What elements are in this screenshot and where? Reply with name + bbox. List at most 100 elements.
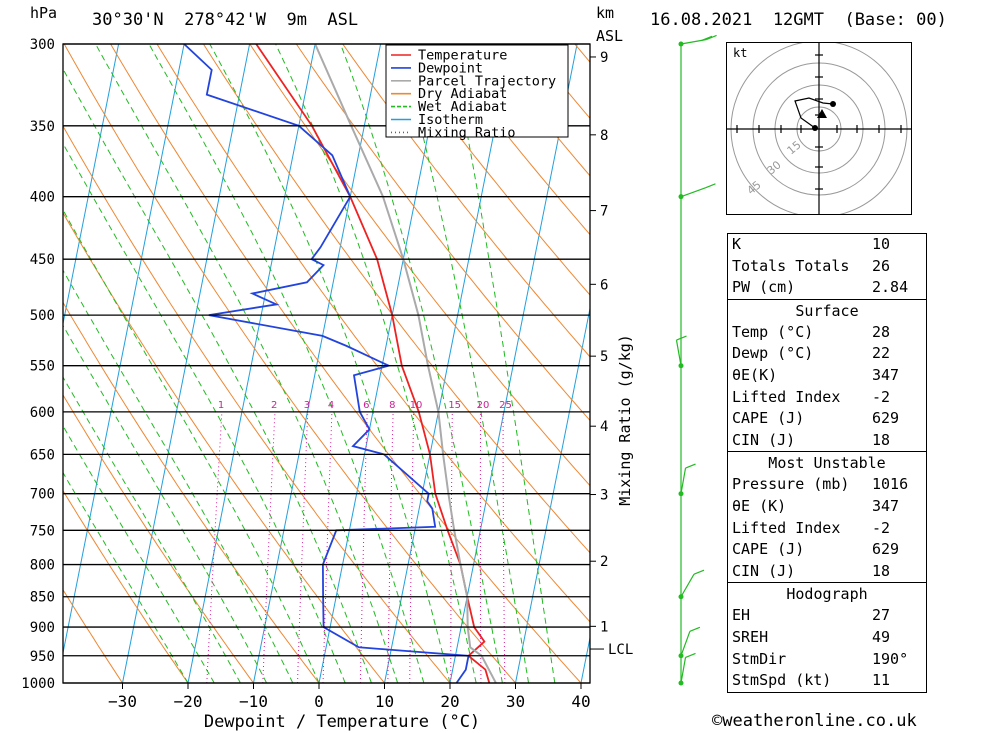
mu-row-cin: CIN (J) 18 — [732, 561, 891, 580]
isotherm-line — [253, 44, 382, 683]
pressure-tick-label: 750 — [30, 523, 55, 539]
mixing-ratio-line — [297, 411, 309, 683]
hodo-ring-label-30: 30 — [765, 158, 784, 177]
km-tick-label: 9 — [600, 50, 608, 66]
x-tick-label: 0 — [314, 692, 324, 711]
pressure-tick-label: 550 — [30, 359, 55, 375]
wind-barb-flag — [689, 626, 701, 632]
pressure-tick-label: 950 — [30, 649, 55, 665]
surface-section-title: Surface — [728, 298, 926, 322]
hodo-row-sreh: SREH 49 — [732, 627, 891, 646]
mixing-ratio-line — [387, 411, 394, 683]
legend-entry: Isotherm — [418, 112, 483, 128]
x-tick-label: −30 — [108, 692, 137, 711]
km-tick-label: 4 — [600, 419, 608, 435]
pressure-tick-label: 800 — [30, 558, 55, 574]
x-tick-label: 40 — [571, 692, 590, 711]
footer-credit: ©weatheronline.co.uk — [712, 711, 917, 731]
mixing-ratio-label: 4 — [328, 400, 334, 411]
wind-barb-shaft — [680, 573, 695, 598]
wind-barb-flag — [706, 34, 717, 41]
isotherm-line — [187, 44, 316, 683]
pressure-tick-label: 900 — [30, 620, 55, 636]
hodo-unit-label: kt — [733, 46, 747, 60]
hodo-row-stmdir: StmDir 190° — [732, 649, 909, 668]
pressure-tick-label: 700 — [30, 487, 55, 503]
isotherm-line — [515, 305, 590, 683]
mixing-ratio-line — [262, 411, 276, 683]
surface-row-temp: Temp (°C) 28 — [732, 322, 891, 341]
surface-row-li: Lifted Index -2 — [732, 387, 891, 406]
index-row-k: K 10 — [732, 235, 891, 253]
pressure-tick-label: 600 — [30, 405, 55, 421]
surface-row-thetae: θE(K) 347 — [732, 365, 900, 384]
mixing-ratio-line — [450, 411, 453, 683]
km-tick-label: 8 — [600, 128, 608, 144]
index-row-pw: PW (cm) 2.84 — [732, 278, 909, 297]
pressure-tick-label: 650 — [30, 447, 55, 463]
hodo-storm-motion-marker — [817, 109, 827, 118]
legend-entry: Mixing Ratio — [418, 125, 516, 141]
mixing-ratio-line — [479, 411, 482, 683]
wet-adiabat-line — [95, 44, 399, 683]
surface-row-dewp: Dewp (°C) 22 — [732, 344, 891, 363]
mixing-ratio-label: 20 — [477, 400, 490, 411]
hodo-section-title: Hodograph — [728, 582, 926, 605]
hodograph-plot: kt 15 30 45 — [727, 40, 911, 218]
km-tick-label: 3 — [600, 488, 608, 504]
isotherm-line — [63, 44, 185, 656]
mixing-ratio-line — [322, 411, 333, 683]
mixing-ratio-label: 25 — [499, 400, 512, 411]
surface-row-cape: CAPE (J) 629 — [732, 409, 900, 428]
km-tick-label: 5 — [600, 349, 608, 365]
pressure-tick-label: 350 — [30, 119, 55, 135]
dry-adiabat-line — [63, 588, 123, 683]
hodo-trace — [794, 97, 834, 129]
mixing-ratio-label: 2 — [271, 400, 277, 411]
wind-barb-shaft — [680, 631, 691, 656]
wind-barb-flag — [701, 35, 713, 41]
dry-adiabat-line — [342, 44, 590, 358]
hodo-row-stmspd: StmSpd (kt) 11 — [732, 671, 891, 690]
wet-adiabat-line — [63, 269, 294, 683]
legend-entry: Parcel Trajectory — [418, 73, 556, 89]
isotherm-line — [122, 44, 251, 683]
asl-label: ASL — [596, 27, 624, 45]
wind-barb-flag — [676, 335, 687, 341]
wet-adiabat-line — [63, 208, 320, 683]
mixing-ratio-axis-label: Mixing Ratio (g/kg) — [616, 334, 634, 506]
wet-adiabat-line — [63, 142, 346, 683]
hodo-end-dot — [830, 101, 836, 107]
mixing-ratio-label: 15 — [448, 400, 461, 411]
mu-row-cape: CAPE (J) 629 — [732, 540, 900, 559]
mixing-ratio-line — [206, 411, 223, 683]
dry-adiabat-line — [388, 44, 590, 296]
dry-adiabat-line — [435, 44, 590, 236]
hodo-start-dot — [812, 125, 818, 131]
series-dewpoint — [183, 44, 470, 683]
mixing-ratio-label: 1 — [218, 400, 224, 411]
pressure-tick-label: 400 — [30, 190, 55, 206]
location-title: 30°30'N 278°42'W 9m ASL — [92, 10, 359, 30]
wind-barb-flag — [705, 183, 716, 189]
wind-barb-flag — [685, 652, 696, 658]
km-label: km — [596, 4, 615, 22]
pressure-tick-label: 450 — [30, 252, 55, 268]
surface-row-cin: CIN (J) 18 — [732, 430, 891, 449]
mixing-ratio-label: 6 — [363, 400, 369, 411]
wind-barb-shaft — [680, 467, 687, 494]
wind-barb-shaft — [680, 187, 706, 198]
x-tick-label: 20 — [440, 692, 459, 711]
wet-adiabat-line — [63, 67, 372, 683]
mu-row-li: Lifted Index -2 — [732, 518, 891, 537]
wind-barb-flag — [693, 569, 705, 575]
km-tick-label: 1 — [600, 619, 608, 635]
mixing-ratio-label: 10 — [410, 400, 423, 411]
legend-entry: Wet Adiabat — [418, 99, 507, 115]
wet-adiabat-line — [63, 471, 189, 683]
x-tick-label: 10 — [375, 692, 394, 711]
mixing-ratio-label: 8 — [389, 400, 395, 411]
mixing-ratio-line — [409, 411, 415, 683]
